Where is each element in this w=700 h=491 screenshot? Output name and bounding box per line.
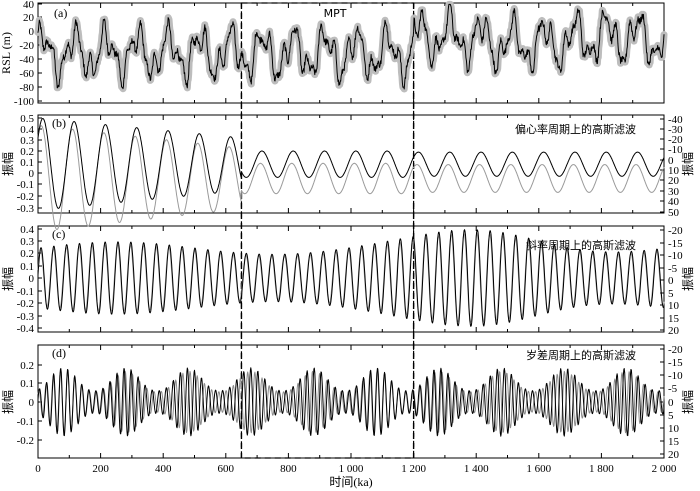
y-tick-label: -0.4: [17, 323, 35, 335]
panel-d-title: 岁差周期上的高斯滤波: [526, 348, 636, 362]
y-tick-label: 0.1: [20, 378, 34, 390]
right-y-tick-label: 10: [668, 423, 680, 435]
right-y-tick-label: -5: [668, 383, 678, 395]
y-tick-label: 0.3: [20, 236, 34, 248]
right-y-tick-label: 5: [668, 288, 674, 300]
panel-d-letter: (d): [52, 346, 66, 360]
y-tick-label: -0.1: [17, 179, 34, 191]
right-y-tick-label: 20: [668, 175, 680, 187]
y-tick-label: -0.1: [17, 286, 34, 298]
x-tick-label: 200: [92, 463, 109, 475]
panel-c-letter: (c): [52, 227, 65, 241]
panel-4-series-black: [37, 367, 665, 437]
right-y-tick-label: -10: [668, 250, 683, 262]
panel-c-right-ylabel: 振幅: [680, 267, 695, 291]
y-tick-label: 0: [29, 26, 35, 38]
y-tick-label: -0.2: [17, 298, 34, 310]
panel-a-letter: (a): [54, 6, 67, 20]
mpt-label: MPT: [324, 7, 347, 20]
right-y-tick-label: -20: [668, 134, 683, 146]
right-y-tick-label: 10: [668, 165, 680, 177]
x-tick-label: 600: [218, 463, 235, 475]
right-y-tick-label: 0: [668, 397, 674, 409]
right-y-tick-label: -15: [668, 238, 683, 250]
right-y-tick-label: -20: [668, 344, 683, 356]
y-tick-label: -0.3: [17, 203, 35, 215]
y-tick-label: 0.3: [20, 135, 34, 147]
x-tick-label: 1 400: [464, 463, 489, 475]
y-tick-label: 0.4: [20, 124, 34, 136]
y-tick-label: -20: [19, 40, 34, 52]
x-tick-label: 1 000: [339, 463, 364, 475]
right-y-tick-label: 15: [668, 436, 680, 448]
y-tick-label: 0: [29, 397, 35, 409]
y-tick-label: 0: [29, 168, 35, 180]
y-tick-label: 0: [29, 273, 35, 285]
panel-2-series-gray: [37, 125, 665, 230]
y-tick-label: -0.2: [17, 191, 34, 203]
panel-2-series-black: [37, 118, 665, 209]
panel-b-ylabel: 振幅: [0, 152, 15, 176]
right-y-tick-label: -5: [668, 263, 678, 275]
x-tick-label: 1 200: [401, 463, 426, 475]
right-y-tick-label: -40: [668, 114, 683, 126]
y-tick-label: -80: [19, 82, 34, 94]
right-y-tick-label: 0: [668, 275, 674, 287]
panel-d-ylabel: 振幅: [0, 390, 15, 414]
y-tick-label: -40: [19, 54, 34, 66]
right-y-tick-label: 50: [668, 207, 680, 219]
y-tick-label: 0.2: [20, 146, 34, 158]
right-y-tick-label: 30: [668, 186, 680, 198]
right-y-tick-label: 20: [668, 449, 680, 461]
y-tick-label: 0.1: [20, 157, 34, 169]
y-tick-label: -60: [19, 68, 34, 80]
right-y-tick-label: -15: [668, 357, 683, 369]
x-tick-label: 400: [155, 463, 172, 475]
panel-1-series-black: [37, 3, 665, 90]
right-y-tick-label: -10: [668, 370, 683, 382]
right-y-tick-label: 5: [668, 410, 674, 422]
panel-1-series-thick-gray: [34, 0, 668, 93]
y-tick-label: 0.4: [20, 224, 34, 236]
y-tick-label: -0.2: [17, 435, 34, 447]
right-y-tick-label: -20: [668, 225, 683, 237]
x-axis-label: 时间(ka): [329, 475, 372, 489]
right-y-tick-label: -30: [668, 124, 683, 136]
y-tick-label: 0.5: [20, 113, 34, 125]
y-tick-label: 20: [23, 12, 35, 24]
x-tick-label: 0: [35, 463, 41, 475]
y-tick-label: 0.2: [20, 248, 34, 260]
right-y-tick-label: 15: [668, 313, 680, 325]
right-y-tick-label: 40: [668, 196, 680, 208]
right-y-tick-label: 20: [668, 325, 680, 337]
x-tick-label: 800: [280, 463, 297, 475]
y-tick-label: 0.2: [20, 360, 34, 372]
right-y-tick-label: 10: [668, 300, 680, 312]
panel-b-right-ylabel: 振幅: [680, 152, 695, 176]
right-y-tick-label: -10: [668, 144, 683, 156]
x-tick-label: 1 600: [526, 463, 551, 475]
x-tick-label: 1 800: [589, 463, 614, 475]
panel-a-ylabel: RSL (m): [0, 32, 13, 74]
panel-d-right-ylabel: 振幅: [680, 390, 695, 414]
panel-b-title: 偏心率周期上的高斯滤波: [515, 122, 636, 136]
y-tick-label: -0.3: [17, 311, 35, 323]
y-tick-label: 0.1: [20, 261, 34, 273]
panel-3-series-black: [37, 229, 665, 327]
panel-c-ylabel: 振幅: [0, 267, 15, 291]
x-tick-label: 2 000: [652, 463, 677, 475]
y-tick-label: -100: [14, 96, 35, 108]
y-tick-label: -0.1: [17, 416, 34, 428]
right-y-tick-label: 0: [668, 155, 674, 167]
mpt-box: [240, 2, 415, 459]
y-tick-label: 40: [23, 0, 35, 11]
panel-b-letter: (b): [52, 116, 66, 130]
